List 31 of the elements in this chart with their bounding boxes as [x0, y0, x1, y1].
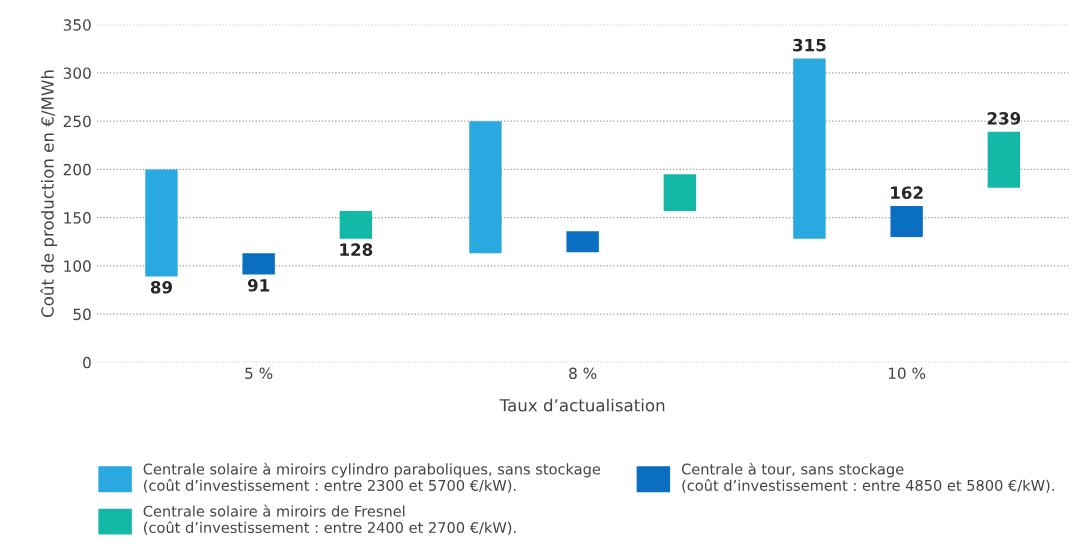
y-axis-title: Coût de production en €/MWh: [40, 70, 58, 318]
y-tick-label: 300: [63, 67, 91, 79]
y-tick-label: 350: [63, 19, 91, 31]
bar: [566, 231, 599, 253]
bar: [663, 174, 697, 211]
bar: [793, 58, 826, 239]
bar: [242, 253, 275, 275]
legend-label: Centrale solaire à miroirs cylindro paraboliques, sans stockage (coût d’investissement : entre 2300 et 5700 €/kW).: [143, 462, 601, 493]
y-tick-label: 50: [73, 308, 91, 321]
data-label: 162: [891, 186, 923, 199]
y-tick-label: 250: [63, 115, 91, 128]
bar: [890, 206, 923, 237]
legend-label: Centrale solaire à miroirs de Fresnel (coût d’investissement : entre 2400 et 2700 €/kW).: [143, 504, 516, 535]
x-tick-label: 5 %: [245, 367, 273, 380]
x-axis-title: Taux d’actualisation: [499, 398, 665, 412]
annotation: 89: [150, 280, 172, 294]
bar: [987, 131, 1021, 188]
bar: [145, 169, 178, 277]
y-tick-label: 100: [64, 260, 91, 272]
annotation: 91: [247, 279, 270, 292]
x-tick-label: 8 %: [569, 367, 597, 380]
y-tick-label: 0: [83, 356, 91, 369]
data-label: 239: [987, 112, 1021, 125]
legend-label: Centrale à tour, sans stockage (coût d’investissement : entre 4850 et 5800 €/kW).: [681, 462, 1054, 493]
annotation: 128: [340, 243, 373, 256]
x-tick-label: 10 %: [888, 367, 926, 380]
y-tick-label: 200: [63, 163, 91, 176]
bar: [469, 121, 502, 254]
data-label: 315: [793, 38, 826, 52]
bar: [339, 210, 373, 239]
y-tick-label: 150: [64, 212, 91, 224]
